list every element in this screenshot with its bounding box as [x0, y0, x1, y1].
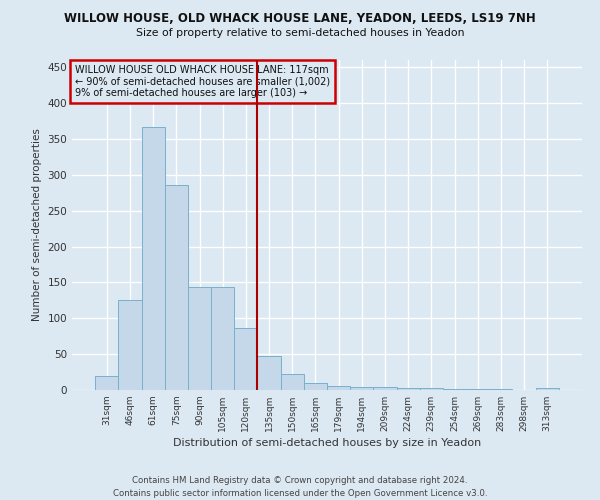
- Bar: [142, 126, 165, 390]
- Text: Size of property relative to semi-detached houses in Yeadon: Size of property relative to semi-detach…: [136, 28, 464, 38]
- Text: WILLOW HOUSE, OLD WHACK HOUSE LANE, YEADON, LEEDS, LS19 7NH: WILLOW HOUSE, OLD WHACK HOUSE LANE, YEAD…: [64, 12, 536, 26]
- Bar: [466, 388, 489, 390]
- Bar: [257, 356, 281, 390]
- Bar: [95, 376, 118, 390]
- Bar: [327, 386, 350, 390]
- Bar: [350, 387, 373, 390]
- Text: WILLOW HOUSE OLD WHACK HOUSE LANE: 117sqm
← 90% of semi-detached houses are smal: WILLOW HOUSE OLD WHACK HOUSE LANE: 117sq…: [74, 65, 329, 98]
- Bar: [234, 328, 257, 390]
- Bar: [304, 383, 327, 390]
- Bar: [420, 388, 443, 390]
- Y-axis label: Number of semi-detached properties: Number of semi-detached properties: [32, 128, 42, 322]
- Bar: [373, 387, 397, 390]
- Bar: [165, 185, 188, 390]
- Text: Contains HM Land Registry data © Crown copyright and database right 2024.
Contai: Contains HM Land Registry data © Crown c…: [113, 476, 487, 498]
- Bar: [118, 300, 142, 390]
- Bar: [281, 374, 304, 390]
- Bar: [211, 288, 234, 390]
- Bar: [188, 288, 211, 390]
- Bar: [397, 388, 420, 390]
- Bar: [443, 388, 466, 390]
- X-axis label: Distribution of semi-detached houses by size in Yeadon: Distribution of semi-detached houses by …: [173, 438, 481, 448]
- Bar: [536, 388, 559, 390]
